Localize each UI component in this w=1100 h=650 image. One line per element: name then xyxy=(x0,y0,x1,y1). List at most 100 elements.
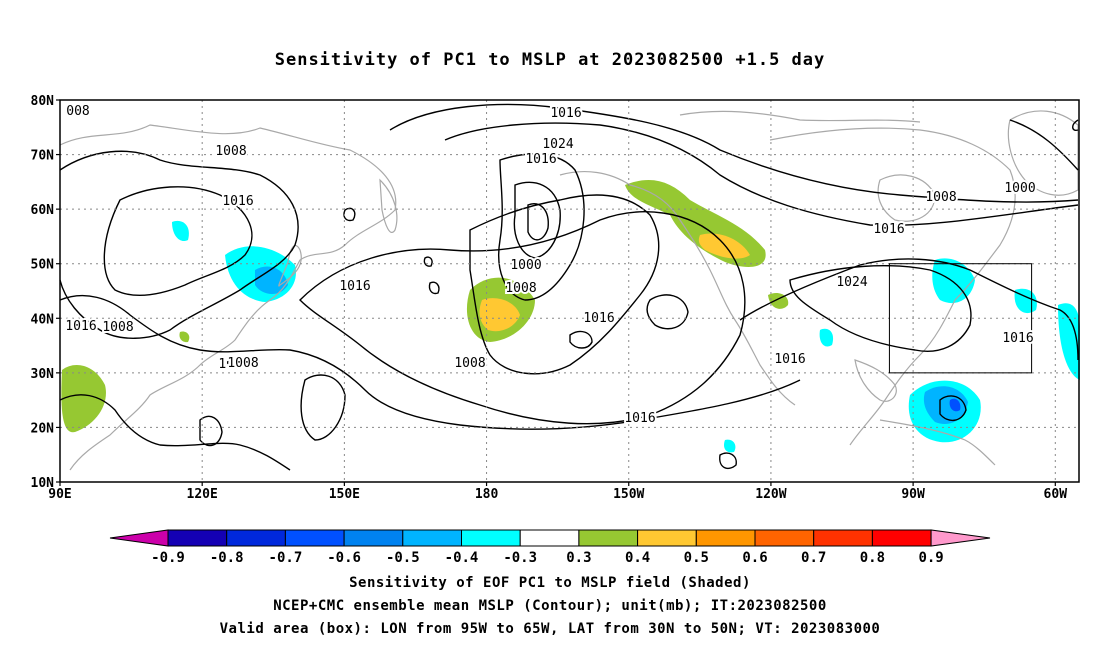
contour-label: 1016 xyxy=(525,152,556,167)
contour-label: 1008 xyxy=(227,356,258,371)
isobar xyxy=(199,415,223,447)
contour-label: 1024 xyxy=(542,137,573,152)
colorbar-segment xyxy=(519,529,580,547)
isobar xyxy=(389,103,1079,203)
lon-label: 90W xyxy=(901,487,925,502)
colorbar-label: -0.6 xyxy=(327,550,361,566)
isobar xyxy=(59,394,291,471)
coastline-alaska xyxy=(559,170,796,406)
colorbar-segment xyxy=(871,529,932,547)
sensitivity-shading xyxy=(61,180,1080,453)
positive-sensitivity-region xyxy=(698,233,750,259)
colorbar-segment xyxy=(284,529,345,547)
positive-sensitivity-region xyxy=(61,365,106,433)
colorbar-label: -0.4 xyxy=(445,550,479,566)
colorbar-max-arrow xyxy=(930,529,991,547)
isobar xyxy=(789,265,972,352)
lon-label: 180 xyxy=(475,487,499,502)
contour-label: 1016 xyxy=(65,319,96,334)
lon-label: 120W xyxy=(755,487,786,502)
isobar xyxy=(513,181,561,259)
coastline-caribbean xyxy=(879,419,996,466)
colorbar-min-arrow xyxy=(109,529,169,547)
contour-label: 1016 xyxy=(624,411,655,426)
lat-label: 80N xyxy=(31,94,55,109)
contour-label: 1000 xyxy=(1004,181,1035,196)
lat-label: 70N xyxy=(31,149,55,164)
negative-sensitivity-region xyxy=(1058,303,1080,380)
colorbar-segment xyxy=(578,529,639,547)
isobar xyxy=(939,395,967,421)
lon-label: 150W xyxy=(613,487,644,502)
colorbar-label: -0.9 xyxy=(151,550,185,566)
lon-label: 150E xyxy=(329,487,360,502)
negative-sensitivity-region xyxy=(932,258,975,304)
contour-label: 1008 xyxy=(505,281,536,296)
negative-sensitivity-region xyxy=(819,328,834,347)
colorbar-label: -0.3 xyxy=(503,550,537,566)
negative-sensitivity-region xyxy=(949,398,961,412)
negative-sensitivity-region xyxy=(923,386,968,424)
colorbar-label: 0.4 xyxy=(625,550,650,566)
isobar xyxy=(739,258,1079,361)
map-frame xyxy=(59,99,1080,483)
colorbar-label: 0.5 xyxy=(684,550,709,566)
colorbar-segment xyxy=(637,529,697,547)
isobar xyxy=(423,256,433,267)
valid-area-box xyxy=(888,263,1033,374)
contour-label: 1008 xyxy=(215,144,246,159)
positive-sensitivity-region xyxy=(479,298,520,332)
contour-label: 1000 xyxy=(510,258,541,273)
contour-label: 1016 xyxy=(1002,331,1033,346)
isobar xyxy=(59,294,801,430)
isobar xyxy=(719,452,737,470)
colorbar-label: -0.5 xyxy=(386,550,420,566)
lon-label: 90E xyxy=(48,487,71,502)
coastlines xyxy=(59,110,1079,471)
lat-label: 20N xyxy=(31,421,55,436)
coastline-arctic xyxy=(679,110,921,123)
lat-label: 10N xyxy=(31,476,55,491)
contour-label: 1024 xyxy=(836,275,867,290)
colorbar-segment xyxy=(167,529,228,547)
map-title: Sensitivity of PC1 to MSLP at 2023082500… xyxy=(274,50,826,70)
caption-shading: Sensitivity of EOF PC1 to MSLP field (Sh… xyxy=(349,575,751,591)
coastline-greenland xyxy=(1007,110,1079,196)
colorbar-label: 0.3 xyxy=(566,550,591,566)
isobar xyxy=(59,150,299,339)
isobar xyxy=(527,203,549,241)
negative-sensitivity-region xyxy=(172,220,189,242)
lat-label: 60N xyxy=(31,203,55,218)
contour-label: 1016 xyxy=(222,194,253,209)
isobar xyxy=(299,211,746,425)
colorbar-label: -0.7 xyxy=(269,550,303,566)
contour-label: 1016 xyxy=(774,352,805,367)
lon-label: 60W xyxy=(1044,487,1068,502)
coastline-hudson xyxy=(877,174,936,222)
contour-label: 1016 xyxy=(339,279,370,294)
coastline-gulf xyxy=(854,359,897,402)
isobar xyxy=(1072,119,1079,132)
caption-valid-area: Valid area (box): LON from 95W to 65W, L… xyxy=(219,621,881,637)
colorbar-segment xyxy=(813,529,873,547)
negative-sensitivity-region xyxy=(255,266,288,295)
negative-sensitivity-region xyxy=(724,439,736,453)
mslp-contours xyxy=(59,103,1079,471)
colorbar-segment xyxy=(754,529,815,547)
coastline-kamchatka xyxy=(379,178,398,233)
colorbar-label: 0.8 xyxy=(860,550,885,566)
contour-label: 1008 xyxy=(454,356,485,371)
contour-label: 1016 xyxy=(873,222,904,237)
contour-label: 1008 xyxy=(925,190,956,205)
lat-label: 30N xyxy=(31,367,55,382)
negative-sensitivity-region xyxy=(1014,288,1037,314)
caption-contour: NCEP+CMC ensemble mean MSLP (Contour); u… xyxy=(273,598,827,614)
coastline-japan xyxy=(278,245,302,287)
colorbar-segment xyxy=(343,529,404,547)
isobar xyxy=(569,330,593,349)
lat-label: 50N xyxy=(31,258,55,273)
colorbar-label: 0.9 xyxy=(918,550,943,566)
colorbar-label: 0.7 xyxy=(801,550,826,566)
colorbar-segment xyxy=(226,529,286,547)
